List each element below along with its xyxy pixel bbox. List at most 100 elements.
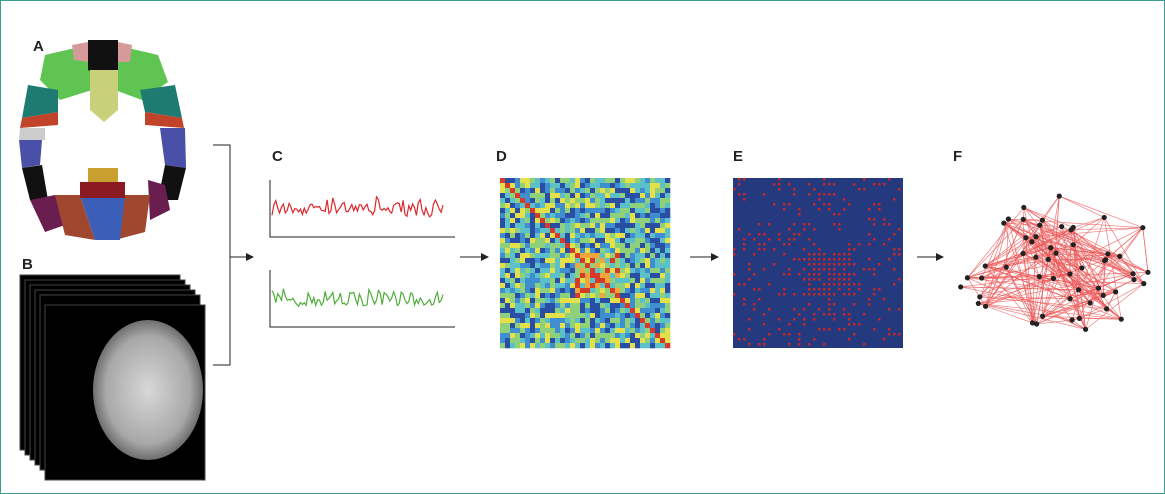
matrix-cell bbox=[500, 338, 506, 344]
graph-edge bbox=[978, 303, 1086, 330]
matrix-cell bbox=[570, 328, 576, 334]
matrix-cell bbox=[585, 333, 591, 339]
matrix-cell bbox=[605, 193, 611, 199]
edge-cell bbox=[813, 188, 816, 191]
matrix-cell bbox=[550, 208, 556, 214]
edge-cell bbox=[748, 233, 751, 236]
edge-cell bbox=[818, 208, 821, 211]
edge-cell bbox=[793, 293, 796, 296]
matrix-cell bbox=[505, 203, 511, 209]
matrix-cell bbox=[625, 303, 631, 309]
matrix-cell bbox=[615, 218, 621, 224]
matrix-cell bbox=[555, 258, 561, 264]
matrix-cell bbox=[545, 268, 551, 274]
matrix-cell bbox=[590, 178, 596, 184]
matrix-cell bbox=[500, 328, 506, 334]
matrix-cell bbox=[630, 203, 636, 209]
graph-edge bbox=[1071, 227, 1143, 231]
matrix-cell bbox=[560, 203, 566, 209]
matrix-cell bbox=[590, 333, 596, 339]
edge-cell bbox=[848, 338, 851, 341]
matrix-cell bbox=[565, 338, 571, 344]
matrix-cell bbox=[655, 328, 661, 334]
matrix-cell bbox=[530, 228, 536, 234]
matrix-cell bbox=[625, 218, 631, 224]
matrix-cell bbox=[600, 218, 606, 224]
matrix-cell bbox=[525, 198, 531, 204]
matrix-cell bbox=[640, 258, 646, 264]
edge-cell bbox=[833, 313, 836, 316]
graph-edge bbox=[1025, 237, 1071, 299]
matrix-cell bbox=[500, 283, 506, 289]
matrix-cell bbox=[630, 213, 636, 219]
graph-edge bbox=[1073, 217, 1105, 228]
matrix-cell bbox=[610, 338, 616, 344]
edge-cell bbox=[758, 243, 761, 246]
matrix-cell bbox=[565, 343, 571, 349]
matrix-cell bbox=[580, 298, 586, 304]
matrix-cell bbox=[570, 313, 576, 319]
graph-node bbox=[1045, 256, 1051, 262]
matrix-cell bbox=[615, 258, 621, 264]
matrix-cell bbox=[625, 178, 631, 184]
matrix-cell bbox=[620, 223, 626, 229]
edge-cell bbox=[873, 268, 876, 271]
matrix-cell bbox=[650, 328, 656, 334]
matrix-cell bbox=[650, 203, 656, 209]
matrix-cell bbox=[550, 278, 556, 284]
matrix-cell bbox=[590, 303, 596, 309]
matrix-cell bbox=[545, 263, 551, 269]
matrix-cell bbox=[590, 338, 596, 344]
edge-cell bbox=[783, 273, 786, 276]
matrix-cell bbox=[525, 343, 531, 349]
matrix-cell bbox=[640, 263, 646, 269]
graph-node bbox=[1075, 287, 1082, 293]
matrix-cell bbox=[585, 258, 591, 264]
matrix-cell bbox=[505, 318, 511, 324]
edge-cell bbox=[878, 203, 881, 206]
graph-edge bbox=[1008, 218, 1033, 323]
graph-edge bbox=[1047, 259, 1091, 304]
matrix-cell bbox=[600, 328, 606, 334]
matrix-cell bbox=[660, 183, 666, 189]
matrix-cell bbox=[590, 263, 596, 269]
edge-cell bbox=[748, 343, 751, 346]
matrix-cell bbox=[630, 178, 636, 184]
matrix-cell bbox=[545, 258, 551, 264]
matrix-cell bbox=[600, 308, 606, 314]
graph-node bbox=[1036, 274, 1042, 280]
matrix-cell bbox=[645, 313, 651, 319]
matrix-cell bbox=[590, 313, 596, 319]
matrix-cell bbox=[550, 303, 556, 309]
matrix-cell bbox=[520, 293, 526, 299]
matrix-cell bbox=[665, 298, 671, 304]
matrix-cell bbox=[535, 183, 541, 189]
edge-cell bbox=[828, 273, 831, 276]
edge-cell bbox=[808, 253, 811, 256]
edge-cell bbox=[788, 333, 791, 336]
matrix-cell bbox=[505, 248, 511, 254]
edge-cell bbox=[768, 238, 771, 241]
graph-edge bbox=[985, 265, 1033, 324]
matrix-cell bbox=[560, 208, 566, 214]
matrix-cell bbox=[525, 253, 531, 259]
matrix-cell bbox=[535, 263, 541, 269]
matrix-cell bbox=[500, 198, 506, 204]
matrix-cell bbox=[635, 303, 641, 309]
matrix-cell bbox=[505, 188, 511, 194]
graph-edge bbox=[1022, 253, 1033, 323]
matrix-cell bbox=[590, 273, 596, 279]
edge-cell bbox=[878, 263, 881, 266]
matrix-cell bbox=[510, 253, 516, 259]
edge-cell bbox=[733, 273, 736, 276]
matrix-cell bbox=[645, 228, 651, 234]
matrix-cell bbox=[655, 338, 661, 344]
graph-edge bbox=[1102, 259, 1106, 296]
matrix-cell bbox=[620, 238, 626, 244]
matrix-cell bbox=[590, 318, 596, 324]
matrix-cell bbox=[645, 218, 651, 224]
edge-cell bbox=[848, 248, 851, 251]
graph-node bbox=[1082, 326, 1089, 332]
edge-cell bbox=[743, 298, 746, 301]
matrix-cell bbox=[610, 243, 616, 249]
